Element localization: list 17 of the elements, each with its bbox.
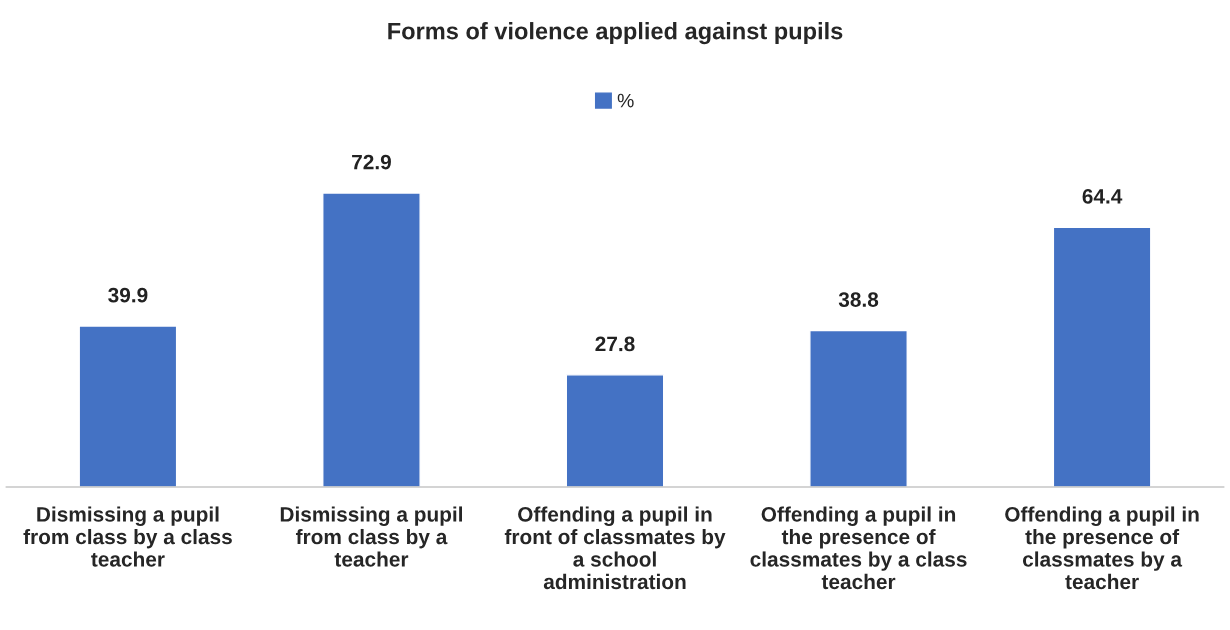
data-label: 39.9	[108, 287, 148, 303]
legend-label: %	[617, 93, 634, 108]
data-label: 64.4	[1082, 188, 1123, 204]
x-tick-label: Dismissing a pupil from class by a teacher	[280, 506, 463, 567]
data-label: 38.8	[838, 292, 879, 307]
bar	[78, 325, 178, 487]
x-tick-label: Offending a pupil in front of classmates by a school administration	[504, 506, 726, 590]
data-label: 27.8	[595, 336, 635, 352]
bar	[809, 329, 908, 487]
bar	[1052, 226, 1152, 487]
chart-title: Forms of violence applied against pupils	[388, 22, 843, 45]
x-tick-label: Offending a pupil in the presence of classmates by a teacher	[1005, 506, 1199, 590]
bar	[565, 374, 665, 487]
x-tick-label: Dismissing a pupil from class by a class teacher	[23, 506, 232, 567]
x-tick-label: Offending a pupil in the presence of classmates by a class teacher	[750, 506, 967, 590]
bar	[322, 192, 421, 487]
data-label: 72.9	[352, 154, 391, 170]
